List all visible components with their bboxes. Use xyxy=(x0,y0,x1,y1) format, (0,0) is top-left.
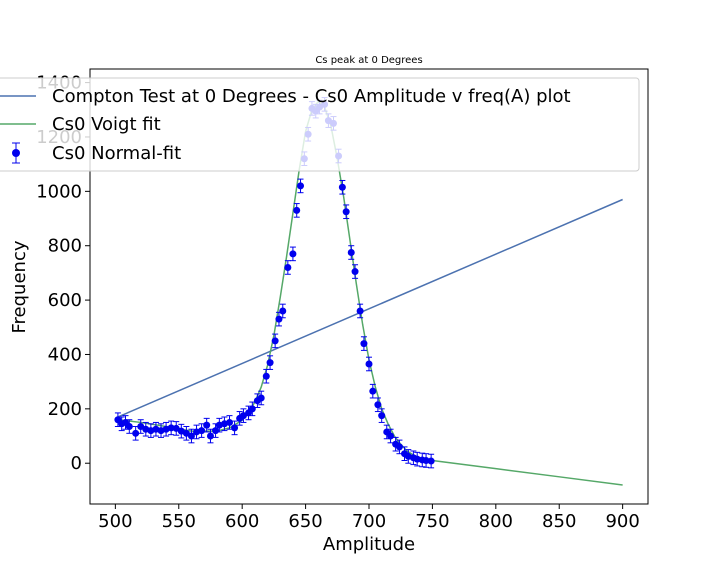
data-point xyxy=(187,432,195,440)
data-point xyxy=(275,315,283,323)
x-axis: 500 550 600 650 700 750 800 850 900 xyxy=(98,504,640,532)
x-tick-label: 900 xyxy=(605,511,639,532)
data-point xyxy=(248,405,256,413)
y-tick-label: 1000 xyxy=(36,181,82,202)
chart-title: Cs peak at 0 Degrees xyxy=(315,55,422,66)
y-axis-label: Frequency xyxy=(9,240,30,333)
x-tick-label: 600 xyxy=(225,511,259,532)
legend-swatch-normal xyxy=(12,142,20,164)
y-tick-label: 800 xyxy=(48,236,82,257)
data-point xyxy=(198,427,206,435)
data-point xyxy=(125,423,133,431)
x-tick-label: 500 xyxy=(98,511,132,532)
legend-label-voigt: Cs0 Voigt fit xyxy=(52,114,161,135)
x-tick-label: 550 xyxy=(162,511,196,532)
legend: Compton Test at 0 Degrees - Cs0 Amplitud… xyxy=(0,77,640,172)
data-point xyxy=(360,340,368,348)
series-compton-line xyxy=(117,198,623,418)
data-point xyxy=(289,250,297,258)
data-point xyxy=(427,457,435,465)
data-point xyxy=(378,412,386,420)
y-tick-label: 0 xyxy=(71,453,82,474)
data-point xyxy=(231,424,239,432)
data-point xyxy=(338,183,346,191)
x-axis-label: Amplitude xyxy=(323,534,415,555)
data-point xyxy=(203,421,211,429)
x-tick-label: 850 xyxy=(542,511,576,532)
data-point xyxy=(132,429,140,437)
data-point xyxy=(374,401,382,409)
data-point xyxy=(356,307,364,315)
data-point xyxy=(293,206,301,214)
data-point xyxy=(284,263,292,271)
x-tick-label: 700 xyxy=(352,511,386,532)
data-point xyxy=(351,268,359,276)
data-point xyxy=(369,387,377,395)
data-point xyxy=(257,394,265,402)
x-tick-label: 650 xyxy=(288,511,322,532)
data-point xyxy=(395,443,403,451)
data-point xyxy=(387,432,395,440)
data-point xyxy=(226,418,233,426)
data-point xyxy=(167,424,175,432)
data-point xyxy=(422,457,430,464)
y-tick-label: 400 xyxy=(48,344,82,365)
data-point xyxy=(365,360,373,368)
y-tick-label: 600 xyxy=(48,290,82,311)
data-point xyxy=(347,249,355,257)
legend-box xyxy=(0,77,640,172)
data-point xyxy=(262,372,270,380)
data-point xyxy=(266,359,274,367)
data-point xyxy=(297,182,305,190)
data-point xyxy=(279,307,287,315)
y-tick-label: 200 xyxy=(48,399,82,420)
x-tick-label: 750 xyxy=(415,511,449,532)
legend-label-normal: Cs0 Normal-fit xyxy=(52,143,181,164)
data-point xyxy=(271,337,279,345)
data-point xyxy=(206,432,214,440)
data-point xyxy=(342,208,350,216)
x-tick-label: 800 xyxy=(479,511,513,532)
legend-label-compton: Compton Test at 0 Degrees - Cs0 Amplitud… xyxy=(52,86,571,107)
